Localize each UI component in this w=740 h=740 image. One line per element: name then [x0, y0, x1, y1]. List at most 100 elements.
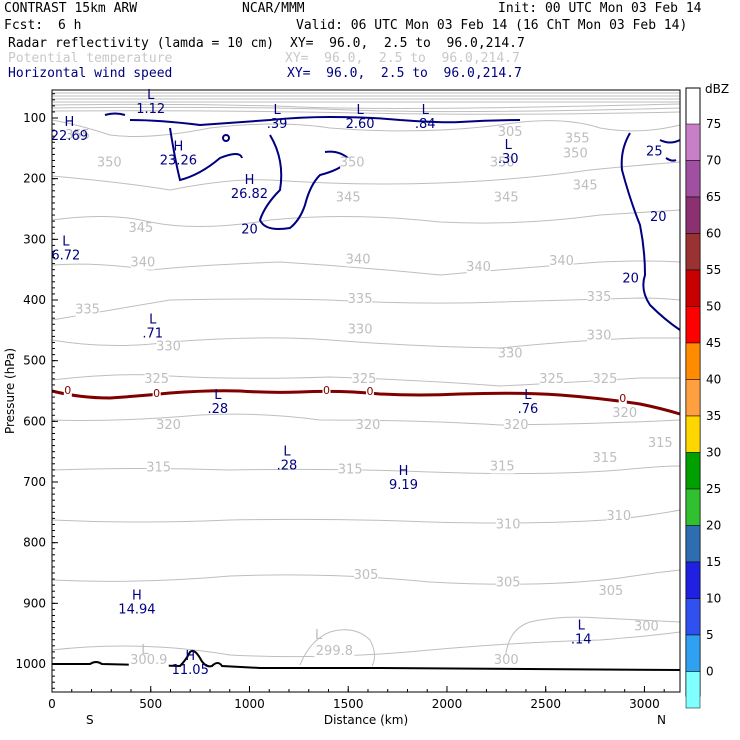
high-marker: H	[173, 139, 183, 154]
label-background	[352, 374, 377, 387]
label-background	[322, 385, 331, 398]
theta-label: 300.9	[130, 653, 167, 668]
label-background	[598, 585, 623, 598]
low-marker: L	[524, 388, 532, 403]
colorbar-swatch	[685, 671, 701, 709]
label-background	[496, 519, 521, 532]
fcst-value: 6 h	[58, 18, 82, 33]
extremum-value: 11.05	[172, 663, 209, 678]
low-marker: L	[149, 312, 157, 327]
init-time: Init: 00 UTC Mon 03 Feb 14	[498, 1, 702, 16]
label-background	[128, 223, 153, 236]
label-background	[144, 374, 169, 387]
wind-contour-label: 20	[650, 210, 667, 225]
label-background	[348, 324, 373, 337]
y-tick-label: 900	[23, 596, 46, 610]
colorbar-level-label: 55	[706, 263, 721, 277]
label-background	[365, 386, 374, 399]
fcst-label: Fcst:	[4, 18, 44, 33]
extremum-value: .76	[518, 402, 539, 417]
extremum-value: 1.12	[136, 102, 165, 117]
extremum-value: .28	[277, 459, 298, 474]
label-background	[606, 511, 631, 524]
theta-top-band	[51, 89, 681, 115]
y-axis: 100 200 300 400 500 600 700 800 900 1000	[15, 93, 58, 689]
colorbar-level-label: 10	[706, 592, 721, 606]
label-background	[314, 645, 355, 658]
wind-contours	[104, 112, 681, 331]
high-marker: H	[399, 464, 409, 479]
theta-label: 315	[490, 459, 515, 474]
theta-label: 340	[466, 260, 491, 275]
model-title: CONTRAST 15km ARW	[4, 1, 138, 16]
colorbar-swatch	[685, 196, 701, 234]
theta-label: 320	[504, 418, 529, 433]
label-background	[338, 464, 363, 477]
valid-time: Valid: 06 UTC Mon 03 Feb 14 (16 ChT Mon …	[296, 18, 688, 33]
wind-contour-label: 20	[622, 271, 639, 286]
y-tick-label: 300	[23, 232, 46, 246]
field-reflectivity: Radar reflectivity (lamda = 10 cm)	[8, 36, 275, 51]
low-marker: L	[62, 235, 70, 250]
theta-label: 305	[598, 584, 623, 599]
theta-label: 325	[352, 372, 377, 387]
field-theta: Potential temperature	[8, 51, 173, 66]
theta-label: 350	[97, 156, 122, 171]
end-label-north: N	[657, 713, 666, 727]
colorbar-level-label: 30	[706, 446, 721, 460]
x-tick-label: 0	[48, 697, 56, 711]
x-tick-label: 2000	[432, 697, 463, 711]
label-background	[494, 192, 519, 205]
theta-label: 325	[593, 372, 618, 387]
label-background	[587, 330, 612, 343]
theta-label: 315	[593, 451, 618, 466]
theta-label: 315	[338, 463, 363, 478]
extremum-value: .14	[571, 633, 592, 648]
label-background	[65, 130, 90, 143]
low-marker: L	[422, 103, 430, 118]
y-tick-label: 500	[23, 354, 46, 368]
label-background	[354, 570, 378, 583]
label-background	[146, 462, 171, 475]
colorbar-level-label: 70	[706, 154, 721, 168]
theta-label: 310	[606, 509, 631, 524]
colorbar-level-label: 0	[706, 665, 714, 679]
y-tick-label: 100	[23, 111, 46, 125]
theta-label: 345	[494, 191, 519, 206]
theta-label: 335	[587, 290, 612, 305]
theta-label: 320	[156, 418, 181, 433]
theta-label: 345	[573, 179, 598, 194]
field-reflectivity-xy: XY= 96.0, 2.5 to 96.0,214.7	[290, 36, 525, 51]
label-background	[592, 374, 617, 387]
y-axis-label: Pressure (hPa)	[3, 348, 17, 434]
theta-label: 310	[496, 518, 521, 533]
theta-label: 355	[565, 131, 590, 146]
label-background	[494, 655, 519, 667]
label-background	[618, 392, 627, 405]
colorbar-swatch	[685, 160, 701, 198]
label-background	[587, 292, 612, 305]
label-background	[466, 261, 491, 274]
label-background	[336, 192, 361, 205]
colorbar-level-label: 65	[706, 190, 721, 204]
x-tick-label: 500	[139, 697, 162, 711]
high-marker: H	[132, 588, 142, 603]
label-background	[348, 294, 373, 307]
colorbar-level-label: 35	[706, 409, 721, 423]
label-background	[63, 385, 72, 398]
colorbar-swatch	[685, 525, 701, 563]
y-tick-label: 800	[23, 536, 46, 550]
x-tick-label: 1500	[333, 697, 364, 711]
theta-label: 355	[65, 128, 90, 143]
extremum-value: 6.72	[51, 249, 80, 264]
label-background	[498, 127, 523, 140]
terrain-line	[52, 649, 681, 671]
theta-label: 320	[356, 418, 381, 433]
zero-isotherm-label: 0	[323, 384, 330, 397]
theta-label: 335	[75, 302, 100, 317]
colorbar-swatch	[685, 233, 701, 271]
colorbar-swatch	[685, 488, 701, 526]
low-marker: L	[214, 388, 222, 403]
